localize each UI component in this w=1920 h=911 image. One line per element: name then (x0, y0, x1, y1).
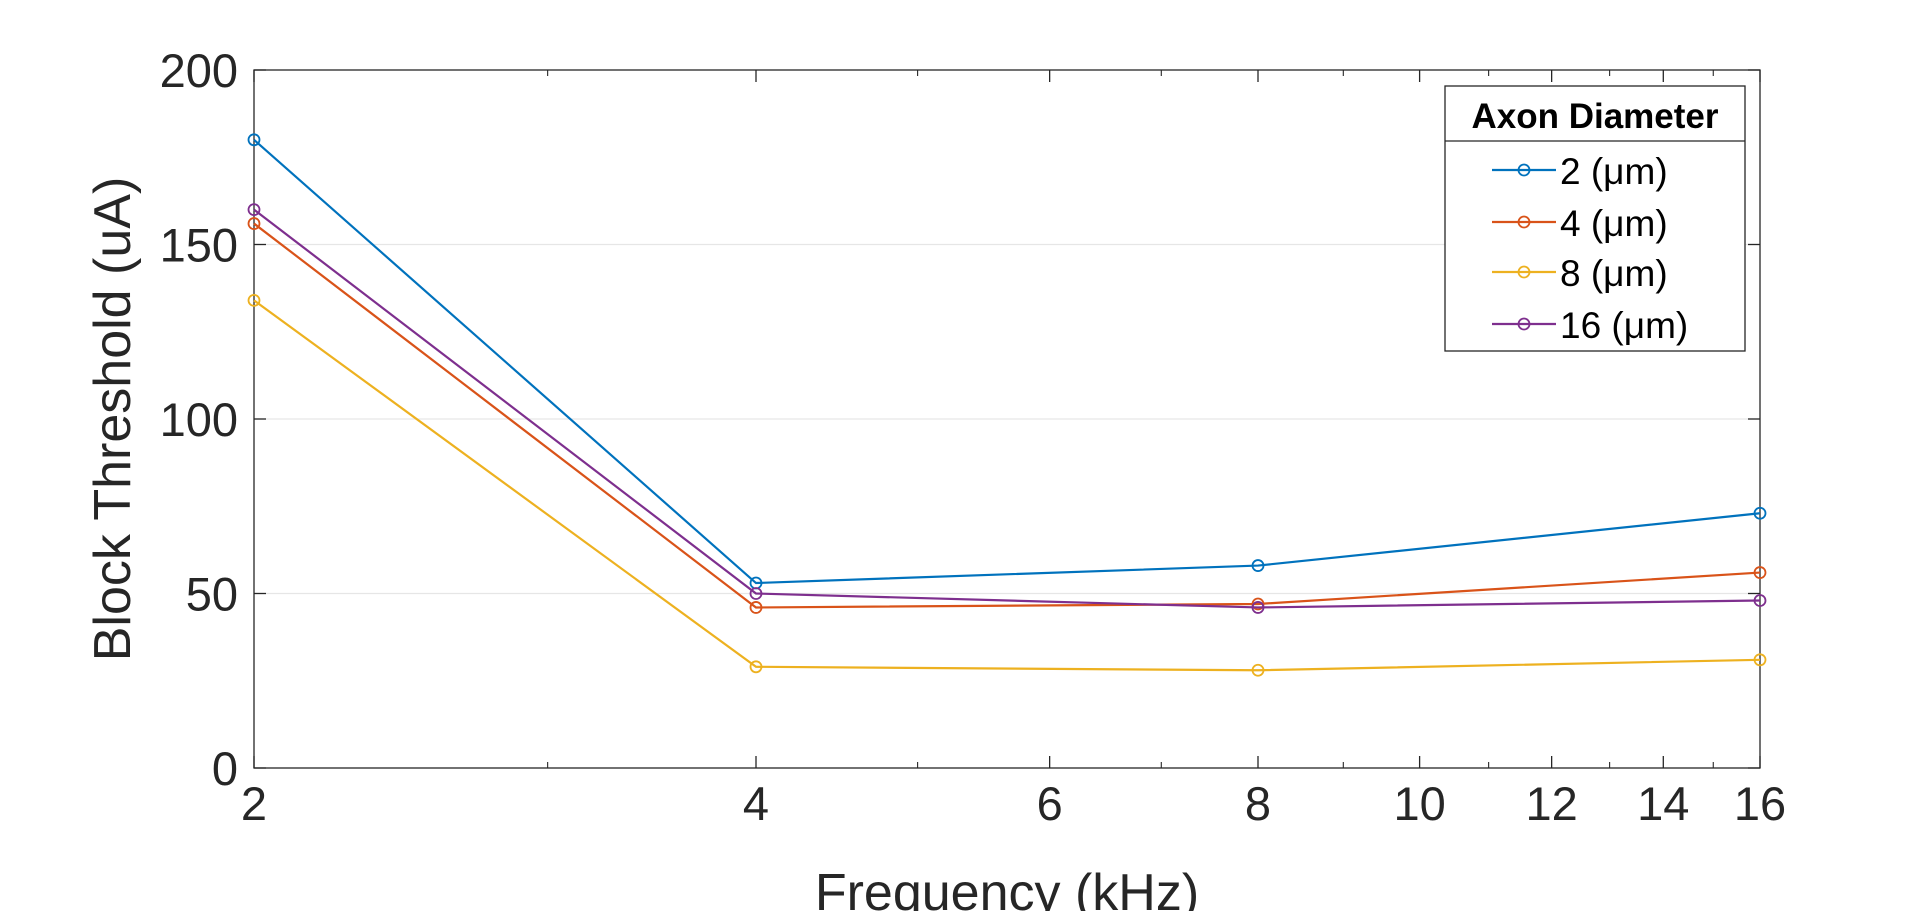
data-point (247, 133, 261, 147)
data-point (247, 293, 261, 307)
x-tick-label: 2 (241, 777, 267, 830)
data-point (247, 203, 261, 217)
x-tick-label: 8 (1245, 777, 1271, 830)
x-tick-label: 6 (1037, 777, 1063, 830)
data-point (1251, 597, 1265, 611)
legend-label: 2 (μm) (1560, 151, 1668, 192)
data-point (1251, 601, 1265, 614)
y-tick-label: 150 (160, 219, 238, 272)
legend-marker (1517, 317, 1531, 331)
y-tick-label: 50 (186, 568, 238, 621)
x-tick-labels: 2 4 6 8 10 12 14 16 (241, 777, 1786, 830)
data-point (1251, 559, 1265, 572)
legend-label: 4 (μm) (1560, 203, 1668, 244)
data-point (247, 217, 261, 230)
y-tick-labels: 0 50 100 150 200 (160, 44, 238, 795)
data-point (749, 587, 763, 600)
series-line (253, 299, 1761, 672)
legend-marker (1517, 215, 1531, 229)
data-point (1251, 663, 1265, 677)
x-tick-label: 12 (1526, 777, 1578, 830)
data-point (1753, 566, 1767, 579)
data-point (749, 601, 763, 614)
legend-items: 2 (μm) 4 (μm) 8 (μm) 16 (μm) (1492, 151, 1688, 346)
axis-ticks (253, 69, 1761, 769)
series-line (253, 208, 1761, 609)
data-point (749, 660, 763, 674)
series-lines (247, 133, 1767, 677)
legend-label: 16 (μm) (1560, 305, 1688, 346)
y-tick-label: 100 (160, 393, 238, 446)
y-axis-title: Block Threshold (uA) (84, 177, 142, 662)
series-line (253, 138, 1761, 585)
series-line (253, 222, 1761, 609)
legend-box (1444, 85, 1746, 352)
data-point (1753, 594, 1767, 607)
x-tick-label: 10 (1393, 777, 1445, 830)
legend-label: 8 (μm) (1560, 253, 1668, 294)
legend: Axon Diameter 2 (μm) 4 (μm) 8 (μm) 16 (μm) (1444, 85, 1746, 352)
y-tick-label: 0 (212, 742, 238, 795)
legend-title: Axon Diameter (1471, 97, 1718, 136)
data-point (1753, 653, 1767, 667)
x-tick-label: 4 (743, 777, 769, 830)
x-tick-label: 16 (1734, 777, 1786, 830)
legend-marker (1517, 163, 1531, 177)
x-tick-label: 14 (1637, 777, 1689, 830)
y-tick-label: 200 (160, 44, 238, 97)
x-axis-title: Frequency (kHz) (815, 864, 1199, 911)
legend-marker (1517, 265, 1531, 279)
data-point (1753, 506, 1767, 520)
